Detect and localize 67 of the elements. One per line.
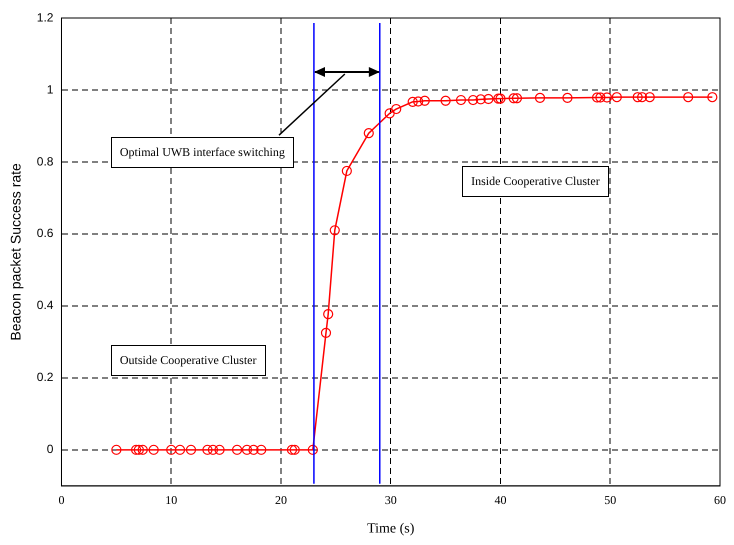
point [493, 94, 504, 104]
point [320, 328, 332, 338]
point [111, 444, 122, 455]
point [214, 444, 225, 455]
point [483, 94, 494, 104]
point [174, 444, 186, 455]
point [636, 92, 648, 102]
point [166, 444, 176, 455]
x-tick-label: 50 [604, 493, 616, 508]
point [330, 225, 340, 236]
point [364, 128, 374, 138]
point [592, 92, 602, 103]
point [495, 94, 506, 104]
x-tick-label: 40 [494, 493, 506, 508]
point [286, 444, 298, 455]
point [595, 92, 606, 103]
point [602, 92, 612, 103]
point [342, 166, 352, 176]
point [413, 96, 424, 107]
annotation: Inside Cooperative Cluster [462, 166, 609, 197]
point [508, 93, 519, 104]
point [420, 96, 430, 106]
point [512, 93, 522, 104]
point [242, 444, 252, 455]
point [202, 444, 213, 455]
point [456, 94, 466, 106]
point [208, 444, 218, 455]
point [134, 444, 144, 455]
point [408, 96, 418, 107]
y-tick-label: 1 [46, 82, 54, 96]
point [683, 92, 694, 102]
point [534, 92, 546, 103]
point [612, 92, 622, 102]
point [384, 108, 395, 118]
point [440, 96, 451, 106]
point [323, 309, 334, 320]
x-axis-title: Time (s) [367, 521, 415, 536]
x-tick-label: 0 [58, 493, 64, 508]
x-tick-label: 10 [165, 493, 178, 508]
point [186, 444, 196, 455]
point [391, 104, 402, 114]
x-tick-label: 60 [714, 493, 726, 508]
y-tick-label: 0 [46, 442, 54, 456]
point [632, 92, 643, 102]
point [290, 444, 300, 455]
point [476, 94, 486, 104]
y-tick-label: 0.6 [36, 226, 54, 240]
point [232, 444, 242, 455]
annotation: Outside Cooperative Cluster [110, 345, 266, 376]
point [256, 444, 266, 455]
y-tick-label: 1.2 [36, 10, 54, 24]
point [562, 92, 573, 103]
annotation: Optimal UWB interface switching [110, 136, 294, 168]
y-axis-title: Beacon packet Success rate [7, 162, 24, 341]
y-tick-label: 0.2 [36, 370, 54, 384]
point [138, 444, 148, 455]
point [308, 444, 318, 455]
point [131, 444, 142, 455]
x-tick-label: 20 [274, 493, 287, 508]
x-tick-label: 30 [384, 493, 397, 508]
y-tick-label: 0.8 [36, 154, 54, 168]
point [468, 94, 478, 106]
y-tick-label: 0.4 [36, 298, 54, 312]
point [707, 92, 718, 102]
point [644, 92, 655, 102]
point [148, 444, 159, 455]
point [248, 444, 259, 455]
